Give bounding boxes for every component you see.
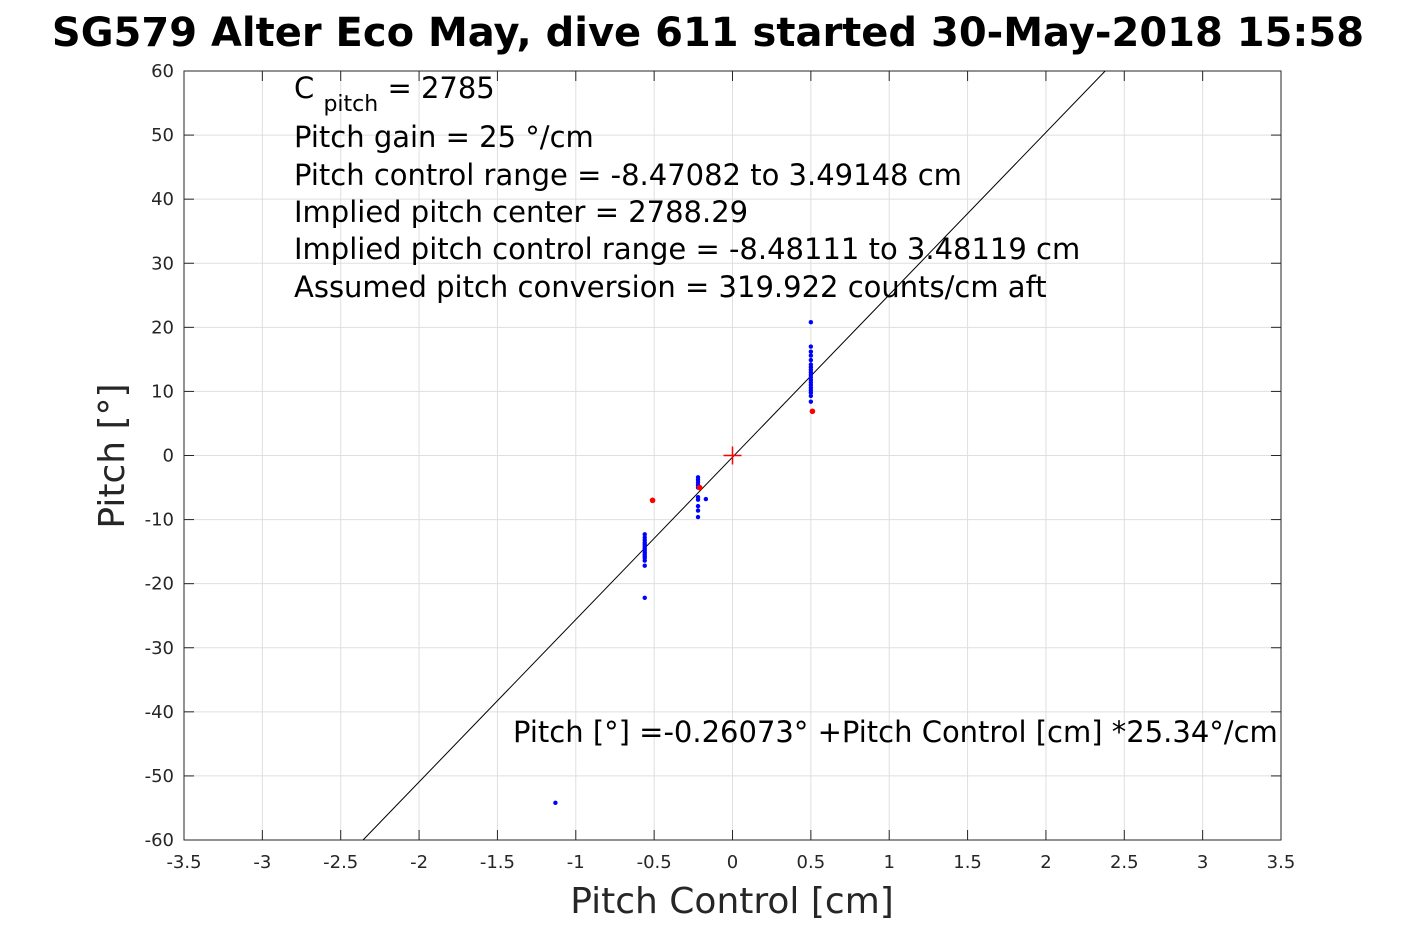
- x-tick-label: 0: [727, 852, 738, 873]
- c-pitch-annotation: C pitch = 2785: [294, 71, 495, 118]
- y-tick-label: 30: [151, 253, 174, 274]
- y-tick-label: -50: [145, 766, 174, 787]
- y-tick-label: 50: [151, 125, 174, 146]
- y-tick-label: -40: [145, 702, 174, 723]
- data-point: [553, 800, 558, 806]
- axis-ticks: [183, 70, 1282, 841]
- x-tick-label: -3.5: [166, 852, 201, 873]
- data-point: [695, 508, 701, 513]
- c-pitch-symbol: C: [294, 71, 314, 105]
- c-pitch-subscript: pitch: [323, 92, 378, 117]
- y-axis-label: Pitch [°]: [92, 383, 133, 528]
- implied-pitch-range-annotation: Implied pitch control range = -8.48111 t…: [294, 232, 1080, 266]
- pitch-control-range-annotation: Pitch control range = -8.47082 to 3.4914…: [294, 158, 962, 192]
- c-pitch-value: = 2785: [387, 71, 494, 105]
- x-tick-label: 3: [1197, 852, 1208, 873]
- data-point: [642, 558, 647, 563]
- x-tick-label: -1: [567, 852, 585, 873]
- x-tick-label: -0.5: [637, 852, 672, 873]
- data-point-red: [649, 497, 656, 504]
- x-tick-label: -1.5: [480, 852, 515, 873]
- y-tick-label: -10: [145, 510, 174, 531]
- x-tick-label: 1: [883, 852, 894, 873]
- x-tick-label: 1.5: [953, 852, 982, 873]
- y-tick-label: 0: [163, 446, 174, 467]
- y-tick-label: -20: [145, 574, 174, 595]
- data-point: [695, 497, 701, 502]
- y-tick-label: -60: [145, 830, 174, 851]
- data-point: [808, 353, 814, 358]
- x-tick-label: 2.5: [1110, 852, 1139, 873]
- x-tick-label: 3.5: [1267, 852, 1296, 873]
- data-point: [808, 399, 814, 404]
- x-tick-label: -2.5: [323, 852, 358, 873]
- data-point: [695, 514, 701, 520]
- data-point: [642, 532, 647, 537]
- y-tick-label: 20: [151, 317, 174, 338]
- data-point: [695, 503, 701, 509]
- data-point: [808, 344, 814, 349]
- data-point-red: [696, 484, 703, 491]
- data-point: [808, 357, 814, 363]
- data-point: [642, 595, 647, 600]
- grid: [183, 70, 1282, 841]
- plot-title: SG579 Alter Eco May, dive 611 started 30…: [52, 10, 1364, 56]
- x-axis-label: Pitch Control [cm]: [570, 881, 894, 922]
- y-tick-label: 10: [151, 381, 174, 402]
- data-point: [642, 563, 647, 568]
- annotation-block: C pitch = 2785 Pitch gain = 25 °/cm Pitc…: [294, 71, 1080, 304]
- pitch-conversion-annotation: Assumed pitch conversion = 319.922 count…: [294, 270, 1047, 304]
- data-point: [703, 496, 709, 502]
- tick-labels: -3.5 -3 -2.5 -2 -1.5 -1 -0.5 0 0.5 1 1.5 2 2.5 3 3.5 -6…: [145, 61, 1296, 873]
- y-tick-label: 40: [151, 189, 174, 210]
- x-tick-label: -3: [253, 852, 271, 873]
- data-point: [808, 393, 814, 399]
- y-tick-label: 60: [151, 61, 174, 82]
- x-tick-label: 2: [1040, 852, 1051, 873]
- data-point: [808, 390, 814, 395]
- fit-equation: Pitch [°] =-0.26073° +Pitch Control [cm]…: [513, 715, 1278, 749]
- implied-pitch-center-annotation: Implied pitch center = 2788.29: [294, 195, 748, 229]
- x-tick-label: 0.5: [797, 852, 826, 873]
- pitch-gain-annotation: Pitch gain = 25 °/cm: [294, 120, 594, 154]
- data-point-red: [809, 408, 816, 415]
- x-tick-label: -2: [410, 852, 428, 873]
- data-points: [553, 320, 816, 806]
- center-marker-group: [723, 446, 742, 465]
- data-point: [808, 349, 814, 354]
- y-tick-label: -30: [145, 638, 174, 659]
- data-point: [808, 320, 814, 325]
